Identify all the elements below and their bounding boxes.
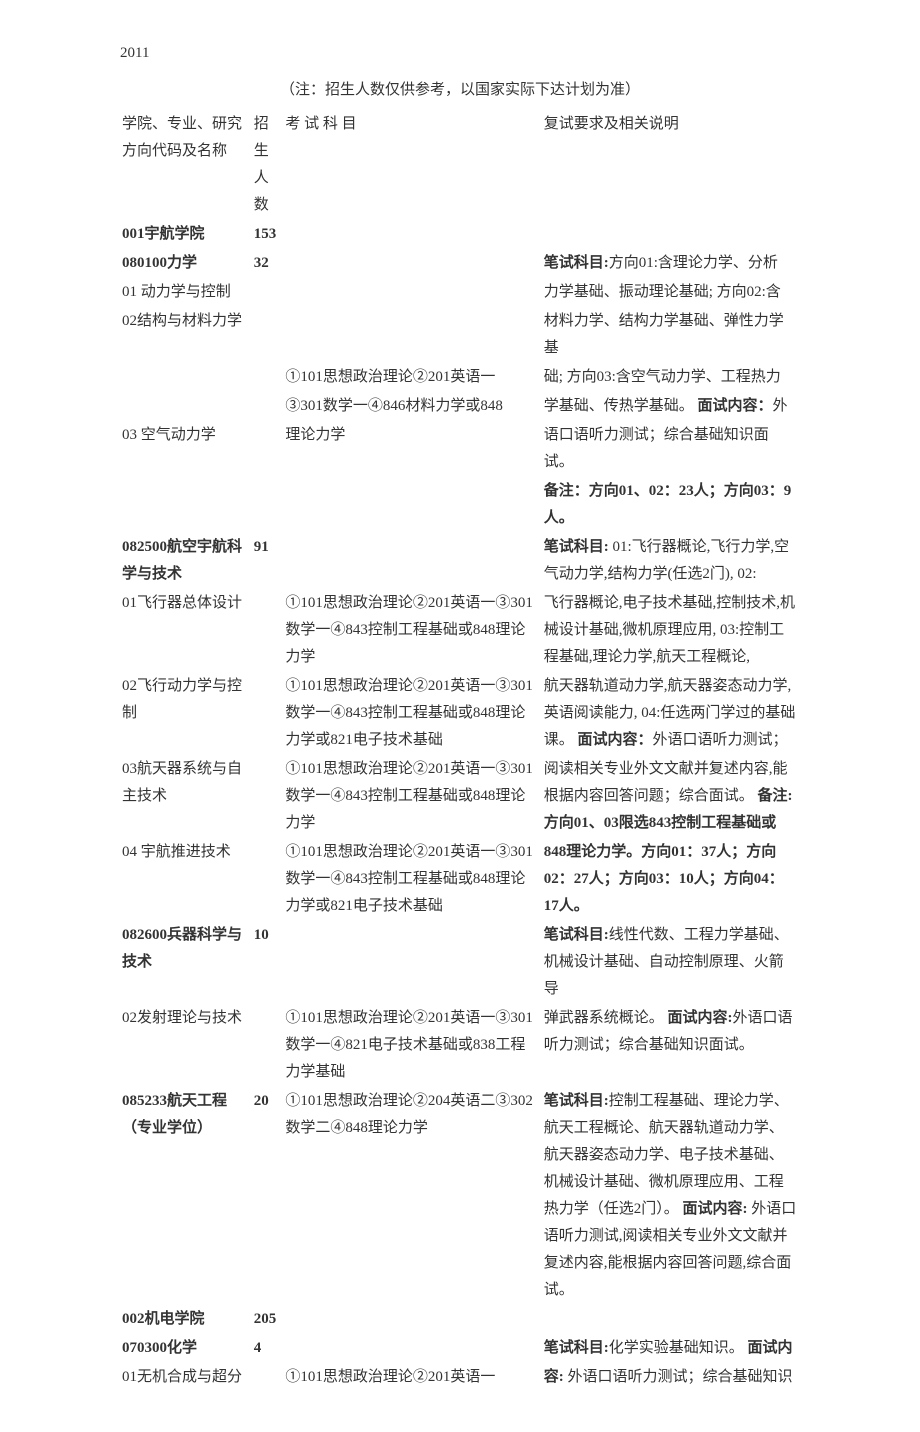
h-subject: 考 试 科 目 <box>283 110 541 220</box>
major-082500: 082500航空宇航科学与技术 <box>120 533 252 589</box>
h-count: 招生人数 <box>252 110 284 220</box>
header-row: 学院、专业、研究方向代码及名称 招生人数 考 试 科 目 复试要求及相关说明 <box>120 110 800 220</box>
school-002: 002机电学院 <box>120 1305 252 1334</box>
h-dept: 学院、专业、研究方向代码及名称 <box>120 110 252 220</box>
h-req: 复试要求及相关说明 <box>542 110 800 220</box>
major-082600: 082600兵器科学与技术 <box>120 921 252 1004</box>
major-085233: 085233航天工程（专业学位） <box>120 1087 252 1305</box>
major-080100: 080100力学 <box>120 249 252 278</box>
school-001: 001宇航学院 <box>120 220 252 249</box>
catalog-table: 学院、专业、研究方向代码及名称 招生人数 考 试 科 目 复试要求及相关说明 0… <box>120 110 800 1392</box>
major-070300: 070300化学 <box>120 1334 252 1363</box>
note: （注：招生人数仅供参考，以国家实际下达计划为准） <box>120 77 800 104</box>
year-label: 2011 <box>120 40 800 67</box>
